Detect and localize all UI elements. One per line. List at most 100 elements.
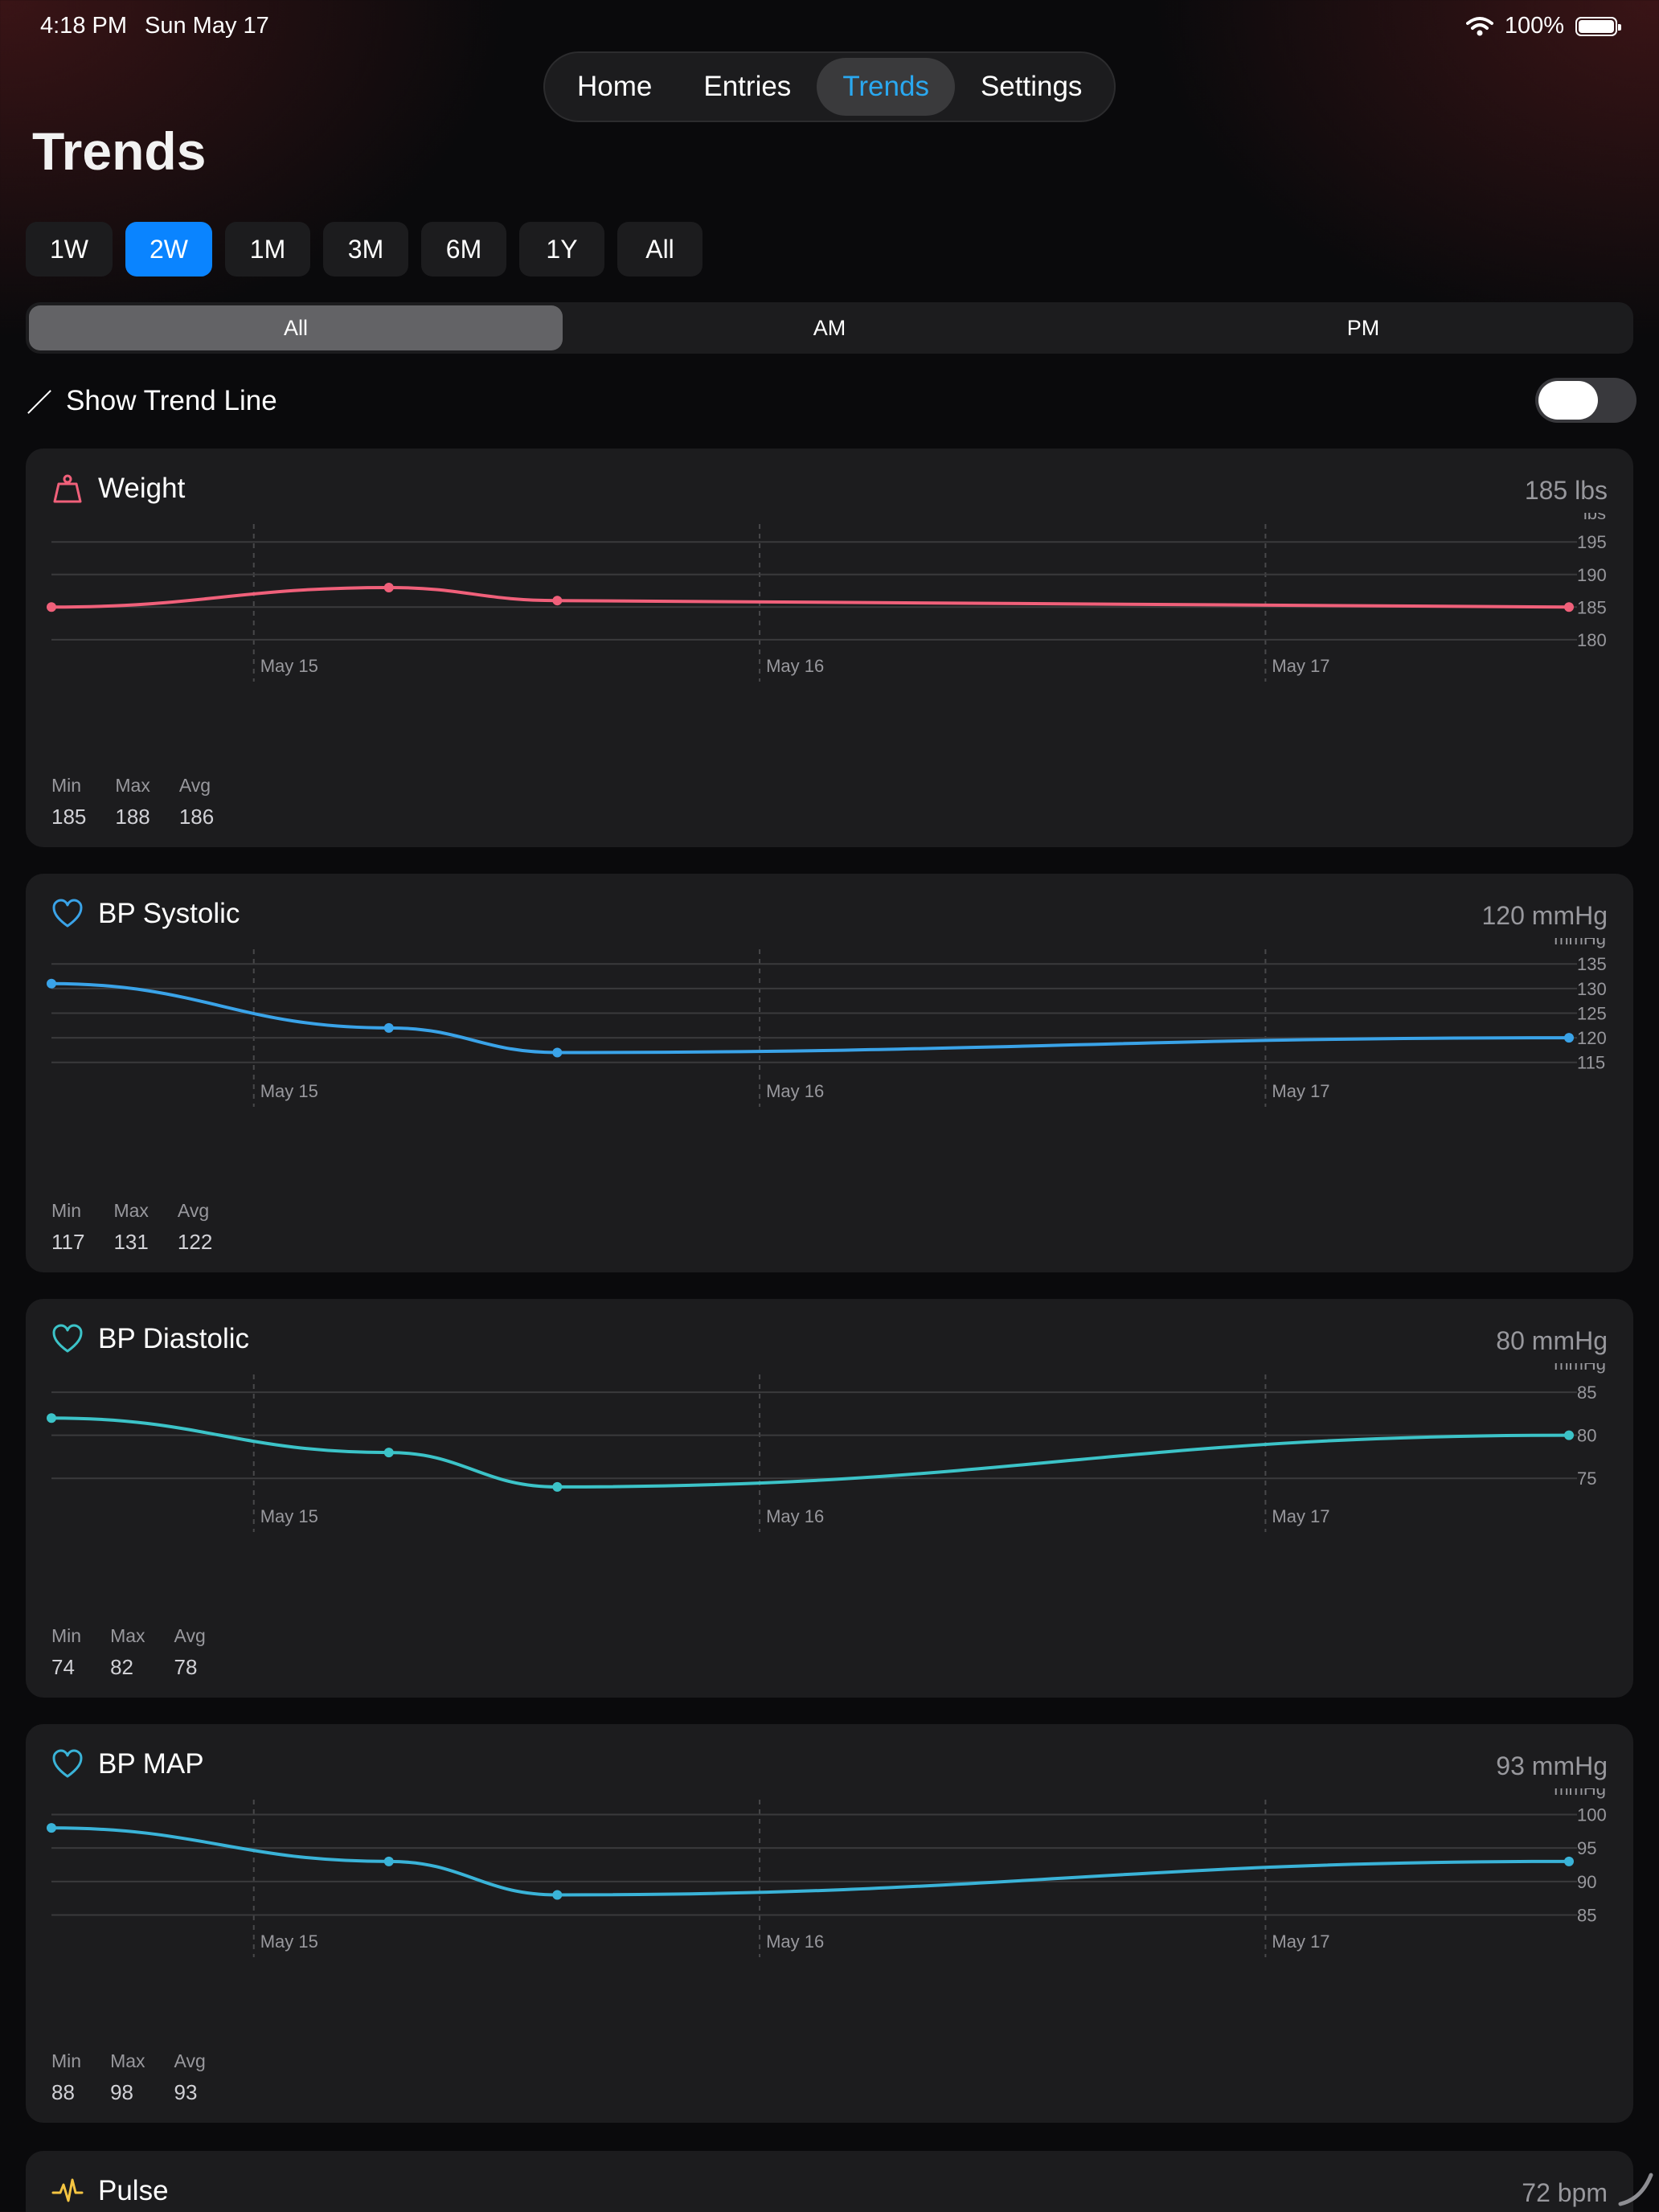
range-all-button[interactable]: All <box>617 222 703 276</box>
unit-label: lbs <box>1583 513 1606 523</box>
time-of-day-segment: All AM PM <box>26 302 1633 354</box>
range-1m-button[interactable]: 1M <box>225 222 310 276</box>
stat-max: Max 131 <box>113 1200 148 1255</box>
current-value: 72 bpm <box>1522 2178 1608 2207</box>
toggle-knob <box>1538 381 1598 420</box>
y-tick-label: 180 <box>1577 630 1607 650</box>
stats-row: Min 117 Max 131 Avg 122 <box>51 1200 212 1255</box>
heart-icon <box>52 1324 83 1353</box>
y-tick-label: 185 <box>1577 597 1607 617</box>
current-value: 93 mmHg <box>1496 1751 1608 1780</box>
stat-value: 185 <box>51 805 87 829</box>
x-tick-label: May 15 <box>260 1931 318 1952</box>
battery-percent: 100% <box>1504 13 1564 39</box>
stats-row: Min 74 Max 82 Avg 78 <box>51 1625 206 1680</box>
tab-trends[interactable]: Trends <box>817 58 955 116</box>
trend-line-row: Show Trend Line <box>26 376 1636 426</box>
y-tick-label: 120 <box>1577 1028 1607 1048</box>
stat-min: Min 88 <box>51 2050 81 2105</box>
stat-label: Avg <box>174 1625 206 1646</box>
pulse-icon <box>51 2178 84 2202</box>
stat-min: Min 117 <box>51 1200 84 1255</box>
stat-label: Max <box>110 2050 145 2071</box>
trend-line-icon <box>26 387 53 415</box>
stat-avg: Avg 186 <box>179 775 214 830</box>
tab-settings[interactable]: Settings <box>980 71 1083 102</box>
x-tick-label: May 17 <box>1272 1931 1329 1952</box>
data-point <box>552 1481 563 1492</box>
range-1y-button[interactable]: 1Y <box>519 222 604 276</box>
y-tick-label: 135 <box>1577 954 1607 974</box>
y-tick-label: 85 <box>1577 1382 1596 1403</box>
tab-entries[interactable]: Entries <box>703 71 792 102</box>
data-point <box>552 1890 563 1900</box>
trend-line-toggle[interactable] <box>1535 378 1636 423</box>
page-title: Trends <box>32 121 207 181</box>
tab-home[interactable]: Home <box>577 71 653 102</box>
top-nav: Home Entries Trends Settings <box>543 51 1116 122</box>
status-date: Sun May 17 <box>145 13 269 39</box>
card-header: BP MAP <box>51 1748 204 1780</box>
range-1w-button[interactable]: 1W <box>26 222 113 276</box>
y-tick-label: 100 <box>1577 1805 1607 1825</box>
segment-pm[interactable]: PM <box>1346 315 1380 340</box>
stat-avg: Avg 78 <box>174 1625 206 1680</box>
x-tick-label: May 15 <box>260 1081 318 1101</box>
heart-icon <box>52 1749 83 1778</box>
bp-map-chart: mmHg May 15 May 16 May 17 100 95 90 85 <box>47 1788 1607 1957</box>
stat-max: Max 188 <box>115 775 150 830</box>
y-tick-label: 190 <box>1577 565 1607 585</box>
stat-avg: Avg 93 <box>174 2050 206 2105</box>
stat-label: Min <box>51 1200 82 1221</box>
stat-avg: Avg 122 <box>178 1200 212 1255</box>
weight-chart: lbs May 15 May 16 May 17 195 190 185 180 <box>47 513 1607 682</box>
data-point <box>383 1448 394 1458</box>
range-3m-button[interactable]: 3M <box>323 222 408 276</box>
bp-diastolic-chart: mmHg May 15 May 16 May 17 85 80 75 <box>47 1363 1606 1532</box>
stat-min: Min 185 <box>51 775 86 830</box>
battery-icon <box>1575 16 1621 36</box>
trend-line-label: Show Trend Line <box>66 385 277 416</box>
battery-fill <box>1579 19 1614 33</box>
unit-label: mmHg <box>1554 1788 1606 1799</box>
y-tick-label: 95 <box>1577 1838 1596 1858</box>
segment-am[interactable]: AM <box>813 315 846 340</box>
range-6m-button[interactable]: 6M <box>421 222 506 276</box>
x-tick-label: May 16 <box>766 1931 824 1952</box>
stat-value: 188 <box>115 805 150 829</box>
x-tick-label: May 17 <box>1272 1506 1329 1526</box>
x-tick-label: May 16 <box>766 1506 824 1526</box>
card-title: BP Diastolic <box>98 1323 250 1354</box>
x-tick-label: May 17 <box>1272 1081 1329 1101</box>
stat-value: 93 <box>174 2080 198 2104</box>
weight-icon <box>53 474 82 503</box>
x-tick-label: May 15 <box>260 656 318 676</box>
status-left: 4:18 PM Sun May 17 <box>40 13 287 39</box>
card-title: BP MAP <box>98 1748 204 1780</box>
segment-all[interactable]: All <box>29 305 563 350</box>
data-point <box>552 1047 563 1058</box>
stat-label: Avg <box>178 775 211 796</box>
stat-label: Max <box>110 1625 145 1646</box>
data-point <box>47 1413 56 1423</box>
stat-value: 98 <box>110 2080 133 2104</box>
card-header: Weight <box>51 473 185 505</box>
x-tick-label: May 16 <box>766 1081 824 1101</box>
stat-label: Min <box>51 1625 82 1646</box>
data-point <box>1564 602 1574 612</box>
stat-value: 74 <box>51 1655 75 1679</box>
stat-value: 122 <box>177 1230 213 1254</box>
data-point <box>552 596 563 606</box>
status-bar: 4:18 PM Sun May 17 100% <box>0 0 1659 51</box>
pulse-card: Pulse 72 bpm <box>26 2151 1633 2212</box>
scroll-indicator-icon <box>1618 2173 1653 2206</box>
data-point <box>47 602 56 612</box>
stat-value: 117 <box>51 1230 85 1254</box>
range-2w-button[interactable]: 2W <box>125 222 212 276</box>
weight-card: Weight 185 lbs lbs May 15 May 16 May 17 195 1… <box>26 449 1633 847</box>
stat-label: Avg <box>174 2050 206 2071</box>
data-point <box>47 1823 56 1833</box>
data-point <box>1564 1856 1574 1866</box>
y-tick-label: 125 <box>1577 1003 1607 1023</box>
data-point <box>1564 1033 1574 1043</box>
